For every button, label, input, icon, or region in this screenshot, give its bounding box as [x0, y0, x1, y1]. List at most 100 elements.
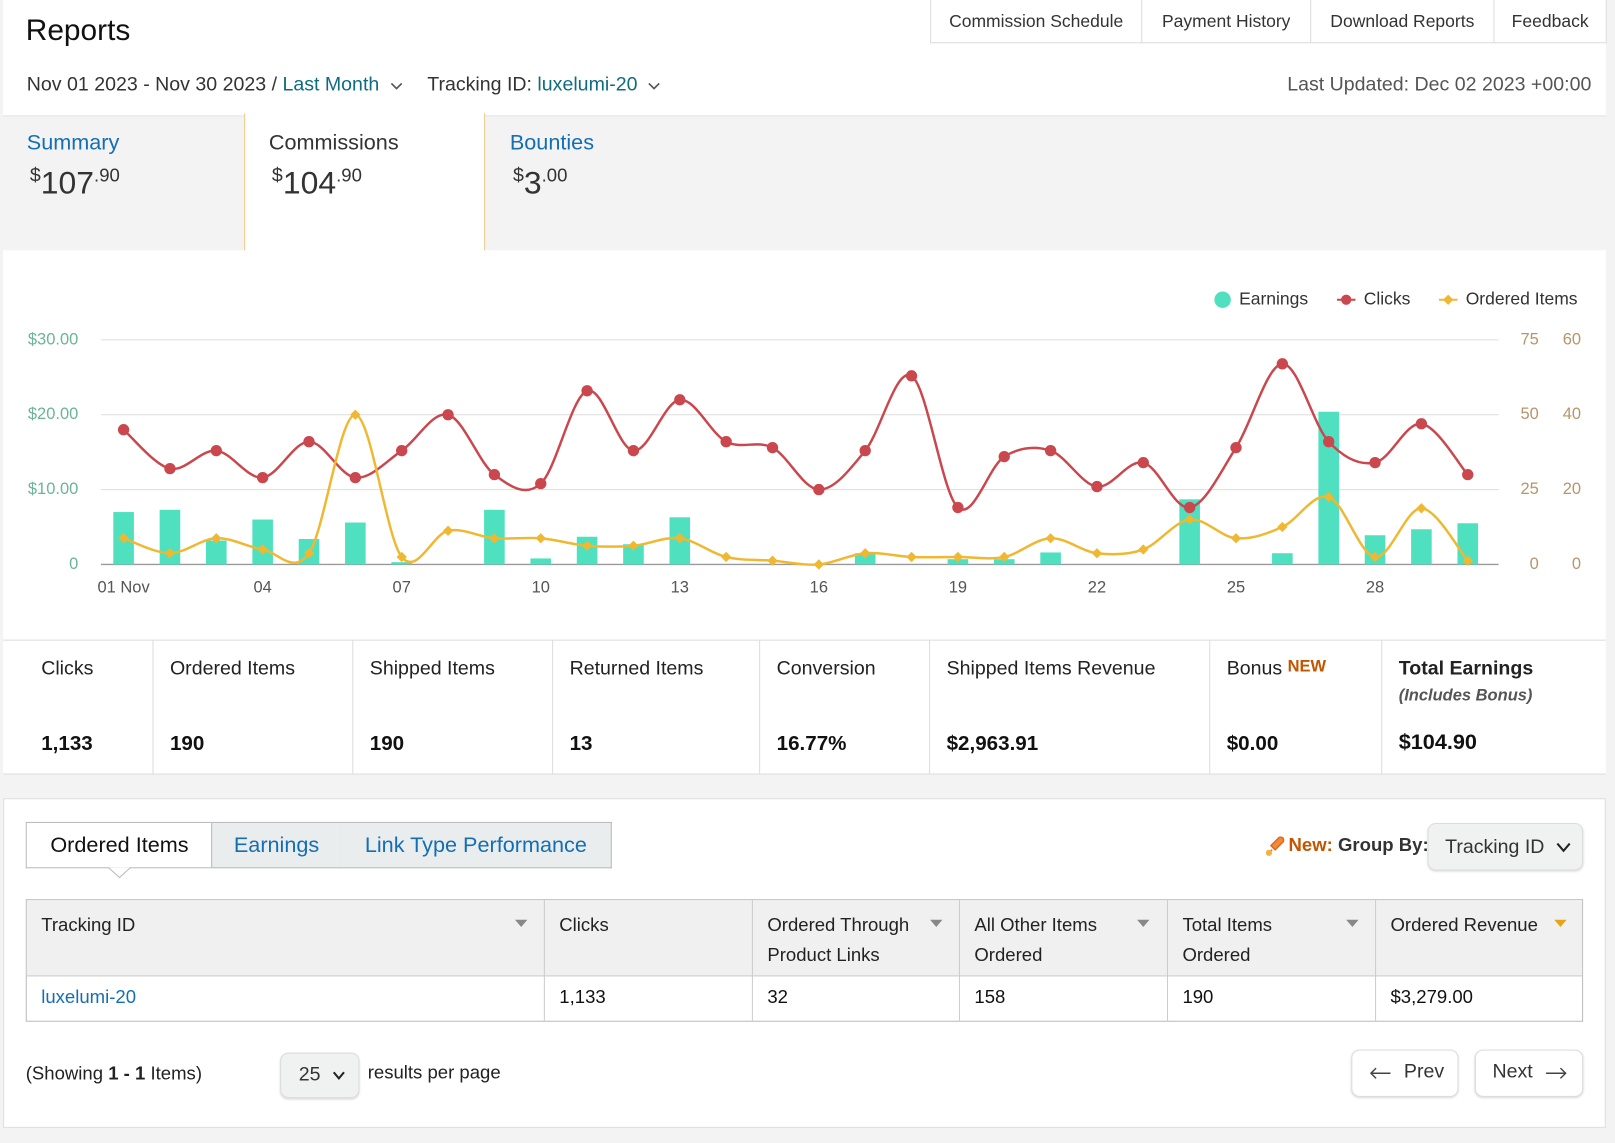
line: [122, 362, 1469, 511]
nav-tab[interactable]: Payment History: [1141, 0, 1312, 44]
point: [1416, 503, 1427, 514]
arrow-left: [1369, 1067, 1391, 1079]
x-tick-label: 07: [393, 578, 411, 596]
column-header[interactable]: All Other Items Ordered: [960, 899, 1169, 976]
report-tab-text: Link Type Performance: [364, 832, 587, 857]
group-by-value: Tracking ID: [1445, 836, 1545, 858]
chevron: [332, 1071, 345, 1081]
group-by: New: Group By:: [1289, 834, 1429, 856]
bar: [391, 562, 412, 565]
stat-label: Clicks: [41, 658, 94, 680]
stat-value: 13: [569, 732, 593, 755]
showing-range: 1 - 1: [108, 1062, 146, 1084]
point: [952, 551, 964, 563]
prev-label: Prev: [1403, 1060, 1445, 1083]
sort-icon: [1137, 919, 1150, 927]
point: [535, 477, 547, 490]
x-tick-label: 22: [1088, 578, 1106, 596]
next-button[interactable]: Next: [1474, 1049, 1584, 1097]
per-page-select[interactable]: 25: [280, 1052, 360, 1098]
point: [1091, 480, 1103, 493]
point: [721, 551, 732, 563]
amount-whole: 104: [282, 164, 337, 201]
amount-cents: .90: [94, 164, 120, 186]
point: [442, 409, 454, 421]
arrow-right: [1546, 1067, 1567, 1079]
legend-marker: [1443, 294, 1454, 305]
cell-link[interactable]: luxelumi-20: [41, 986, 137, 1008]
bounties-amount: $3.00: [513, 165, 567, 202]
cell: 32: [753, 975, 960, 1022]
new-label: New:: [1288, 834, 1333, 855]
cell: 158: [960, 975, 1169, 1022]
report-tab[interactable]: Link Type Performance: [340, 821, 612, 869]
tracking-select[interactable]: luxelumi-20: [537, 74, 638, 96]
point: [905, 370, 918, 382]
y-tick-label: 0: [1572, 555, 1581, 573]
point: [1277, 521, 1288, 533]
bar: [530, 558, 552, 565]
chevron: [1556, 842, 1571, 853]
column-header[interactable]: Tracking ID: [27, 899, 545, 976]
stat-note: (Includes Bonus): [1398, 687, 1533, 705]
x-tick-label: 28: [1366, 578, 1384, 596]
point: [535, 533, 546, 544]
column-header[interactable]: Total Items Ordered: [1168, 899, 1377, 976]
period-select[interactable]: Last Month: [282, 74, 380, 96]
stat: Clicks 1,133: [25, 639, 154, 775]
stat-label: Ordered Items: [169, 658, 296, 680]
y-tick-label: $20.00: [28, 405, 78, 423]
point: [998, 450, 1010, 463]
sort-icon: [1346, 919, 1359, 927]
column-header[interactable]: Clicks: [545, 899, 753, 976]
prev-button[interactable]: Prev: [1351, 1049, 1459, 1097]
point: [859, 445, 871, 457]
page-title: Reports: [25, 14, 131, 48]
stat-label: Shipped Items: [369, 658, 495, 680]
legend-label: Ordered Items: [1466, 288, 1578, 308]
nav-tab[interactable]: Feedback: [1493, 0, 1607, 44]
y-tick-label: 50: [1520, 405, 1538, 423]
cell[interactable]: luxelumi-20: [27, 975, 545, 1022]
stat-value: 1,133: [41, 732, 93, 755]
point: [766, 442, 779, 454]
nav-tab[interactable]: Download Reports: [1310, 0, 1495, 44]
x-tick-label: 16: [810, 578, 828, 596]
x-tick-label: 25: [1227, 578, 1245, 596]
point: [674, 533, 685, 544]
column-header[interactable]: Ordered Through Product Links: [753, 899, 960, 976]
bar: [159, 509, 181, 565]
stat-label: Total Earnings: [1398, 658, 1534, 680]
nav-tab[interactable]: Commission Schedule: [930, 0, 1143, 44]
group-by-select[interactable]: Tracking ID: [1427, 822, 1584, 871]
stat: Shipped Items Revenue $2,963.91: [930, 639, 1211, 775]
stat-label: Shipped Items Revenue: [946, 658, 1156, 680]
point: [488, 468, 501, 481]
stats-row: [3, 639, 1606, 775]
bounties-label-text: Bounties: [509, 130, 595, 155]
y-tick-label: 60: [1563, 330, 1581, 348]
sort-icon: [930, 919, 943, 927]
chevron: [648, 82, 661, 90]
point: [1044, 445, 1057, 457]
y-tick-label: 40: [1563, 405, 1581, 423]
report-tab[interactable]: Earnings: [211, 821, 342, 869]
summary-label[interactable]: Summary: [27, 131, 120, 156]
column-header[interactable]: Ordered Revenue: [1390, 914, 1538, 936]
stat: Conversion 16.77%: [760, 639, 931, 775]
y-tick-label: 25: [1520, 480, 1538, 498]
bounties-label[interactable]: Bounties: [510, 131, 594, 156]
commissions-label[interactable]: Commissions: [268, 130, 399, 155]
selected-card[interactable]: [244, 113, 486, 258]
point: [303, 548, 315, 559]
report-tab[interactable]: Ordered Items: [25, 821, 213, 869]
point: [117, 424, 130, 436]
point: [628, 540, 639, 551]
point: [1183, 501, 1196, 514]
point: [1323, 491, 1334, 503]
stat-label-text: Bonus: [1226, 658, 1283, 680]
point: [396, 445, 408, 457]
chevron: [390, 82, 402, 90]
bar: [1318, 411, 1339, 565]
cell: 1,133: [545, 975, 753, 1022]
